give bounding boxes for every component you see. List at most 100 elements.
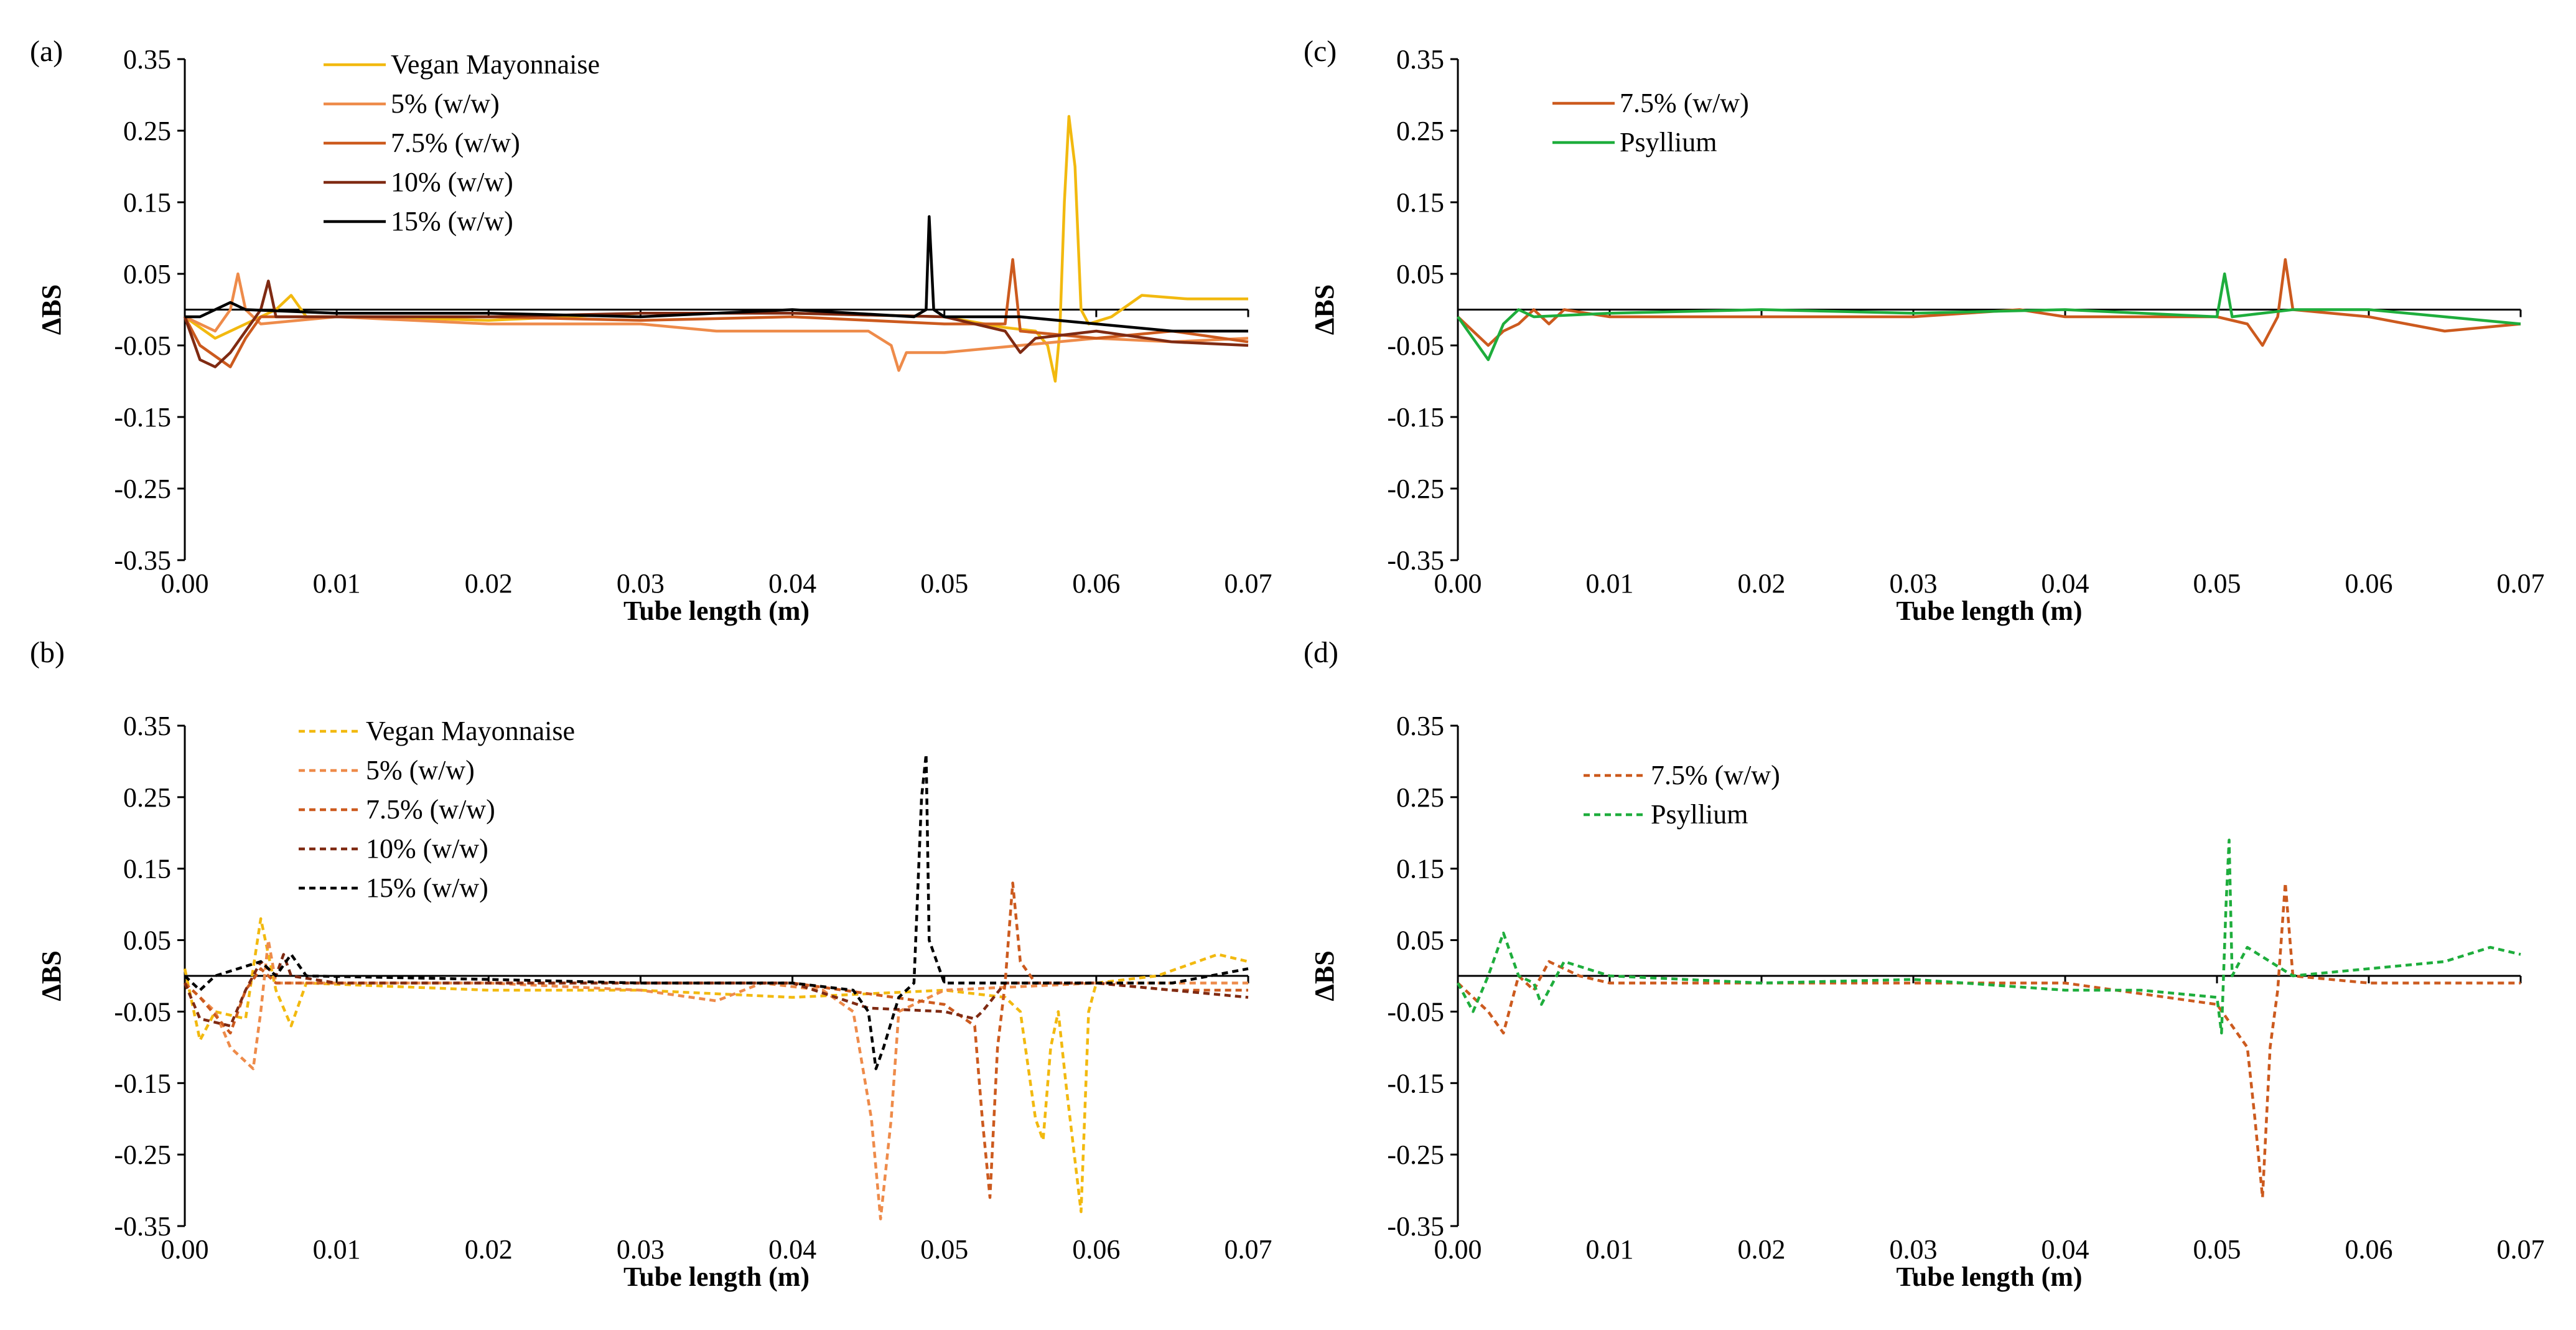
panel-label: (a) [30,35,63,68]
x-tick-label: 0.07 [2497,568,2545,599]
x-tick-label: 0.05 [2193,568,2241,599]
y-axis-title: ΔBS [36,284,67,335]
series-line [184,939,1248,1220]
legend-label: 7.5% (w/w) [1651,760,1780,790]
y-tick-label: 0.25 [1396,116,1444,146]
y-tick-label: -0.25 [114,1140,171,1170]
y-tick-label: -0.25 [114,474,171,504]
y-tick-label: 0.15 [123,854,171,884]
x-tick-label: 0.03 [1890,568,1938,599]
series-line [185,215,1248,333]
series-line [184,272,1249,372]
x-tick-label: 0.05 [2193,1234,2241,1265]
panel-b: (b)0.350.250.150.05-0.05-0.15-0.25-0.350… [30,636,1272,1292]
y-tick-label: 0.35 [1396,711,1444,741]
legend-label: 7.5% (w/w) [391,128,520,158]
x-tick-label: 0.03 [617,1234,665,1265]
y-tick-label: 0.05 [1396,259,1444,289]
x-tick-label: 0.00 [161,568,209,599]
x-tick-label: 0.05 [920,1234,968,1265]
x-tick-label: 0.06 [1072,1234,1120,1265]
panel-d: (d)0.350.250.150.05-0.05-0.15-0.25-0.350… [1304,636,2545,1292]
y-axis-title: ΔBS [36,950,67,1001]
panel-c: (c) 0.350.250.150.05-0.05-0.15-0.25-0.350… [1304,35,2545,626]
x-tick-label: 0.00 [1434,568,1482,599]
y-tick-label: -0.15 [114,1068,171,1098]
legend-label: 10% (w/w) [391,167,513,197]
x-tick-label: 0.00 [1434,1234,1482,1265]
x-axis-title: Tube length (m) [623,596,810,626]
y-tick-label: 0.35 [1396,44,1444,75]
legend-label: 5% (w/w) [391,88,500,119]
y-axis-title: ΔBS [1309,950,1340,1001]
legend-label: Vegan Mayonnaise [391,49,600,80]
x-tick-label: 0.01 [313,568,361,599]
x-tick-label: 0.06 [2345,568,2393,599]
y-tick-label: 0.35 [123,44,171,75]
legend-label: 7.5% (w/w) [366,794,495,825]
y-tick-label: 0.05 [123,925,171,956]
y-tick-label: -0.35 [1387,545,1444,576]
legend-label: Vegan Mayonnaise [366,716,575,746]
x-axis-title: Tube length (m) [623,1262,810,1292]
y-tick-label: 0.25 [123,782,171,813]
panel-label: (b) [30,636,65,669]
y-tick-label: -0.05 [114,330,171,361]
series-line [1457,272,2521,362]
series-line [183,279,1249,368]
y-tick-label: 0.15 [123,187,171,218]
series-line [183,917,1249,1214]
x-tick-label: 0.02 [465,568,513,599]
x-tick-label: 0.03 [1890,1234,1938,1265]
x-tick-label: 0.01 [1586,568,1634,599]
y-tick-label: -0.05 [1387,996,1444,1027]
y-tick-label: -0.35 [114,1211,171,1242]
panel-label: (d) [1304,636,1338,669]
x-tick-label: 0.07 [1225,1234,1272,1265]
legend-label: 10% (w/w) [366,833,488,864]
x-tick-label: 0.01 [313,1234,361,1265]
x-tick-label: 0.03 [617,568,665,599]
y-tick-label: 0.05 [1396,925,1444,956]
legend-label: 15% (w/w) [391,206,513,236]
legend-label: 7.5% (w/w) [1620,88,1749,118]
x-tick-label: 0.02 [1738,568,1786,599]
y-tick-label: 0.25 [123,116,171,146]
series-line [1457,838,2521,1035]
x-tick-label: 0.00 [161,1234,209,1265]
y-tick-label: -0.15 [114,402,171,433]
y-axis-title: ΔBS [1309,284,1340,335]
x-tick-label: 0.04 [2042,568,2089,599]
x-tick-label: 0.07 [1225,568,1272,599]
x-tick-label: 0.04 [768,568,816,599]
y-tick-label: 0.05 [123,259,171,289]
panel-label: (c) [1304,35,1337,68]
y-tick-label: -0.05 [1387,330,1444,361]
y-tick-label: -0.25 [1387,1140,1444,1170]
legend-label: 15% (w/w) [366,873,488,903]
x-tick-label: 0.02 [465,1234,513,1265]
x-tick-label: 0.02 [1738,1234,1786,1265]
y-tick-label: -0.25 [1387,474,1444,504]
y-tick-label: 0.25 [1396,782,1444,813]
x-tick-label: 0.01 [1586,1234,1634,1265]
panel-a: (a) 0.350.250.150.05-0.05-0.15-0.25-0.350… [30,35,1272,626]
legend-label: Psyllium [1651,799,1748,830]
x-tick-label: 0.04 [2042,1234,2089,1265]
y-tick-label: 0.15 [1396,854,1444,884]
x-tick-label: 0.05 [920,568,968,599]
series-line [1457,881,2521,1199]
x-tick-label: 0.04 [768,1234,816,1265]
legend-label: 5% (w/w) [366,755,475,785]
x-tick-label: 0.06 [2345,1234,2393,1265]
x-tick-label: 0.06 [1072,568,1120,599]
y-tick-label: -0.35 [114,545,171,576]
legend-label: Psyllium [1620,127,1717,157]
y-tick-label: 0.35 [123,711,171,741]
x-axis-title: Tube length (m) [1896,1262,2082,1292]
y-tick-label: -0.15 [1387,402,1444,433]
y-tick-label: -0.35 [1387,1211,1444,1242]
y-tick-label: -0.15 [1387,1068,1444,1098]
x-axis-title: Tube length (m) [1896,596,2082,626]
